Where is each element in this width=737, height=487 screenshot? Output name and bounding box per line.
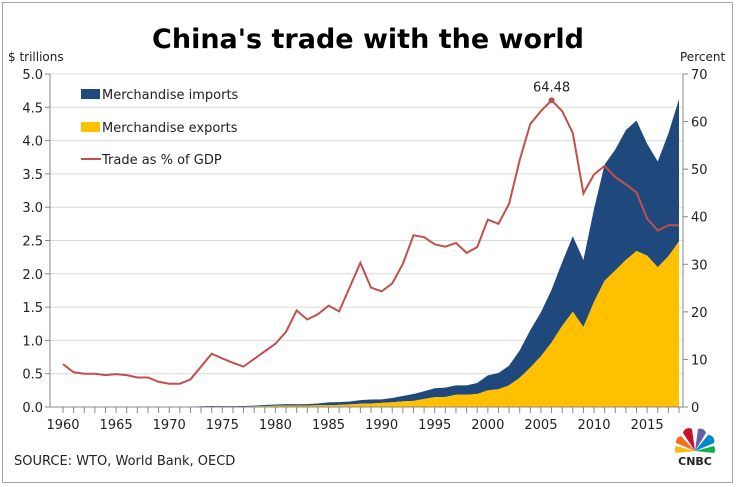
y-axis-label: $ trillions [8, 50, 64, 64]
x-tick-label: 1995 [418, 418, 451, 433]
x-tick-label: 1990 [365, 418, 398, 433]
y-tick-label: 0.5 [22, 368, 43, 383]
cnbc-logo: CNBC [674, 428, 716, 468]
x-tick-label: 1965 [100, 418, 133, 433]
y2-tick-label: 40 [691, 211, 708, 226]
y-tick-label: 3.0 [22, 201, 43, 216]
x-tick-label: 2005 [524, 418, 557, 433]
legend: Merchandise imports Merchandise exports … [81, 88, 239, 168]
y2-tick-label: 50 [691, 163, 708, 178]
legend-swatch-imports [81, 89, 100, 99]
svg-text:CNBC: CNBC [678, 455, 712, 468]
legend-label-exports: Merchandise exports [102, 121, 238, 136]
y-tick-label: 4.0 [22, 135, 43, 150]
peak-label: 64.48 [533, 80, 570, 95]
y-tick-label: 1.5 [22, 301, 43, 316]
legend-label-gdp: Trade as % of GDP [101, 153, 222, 168]
x-tick-label: 2000 [471, 418, 504, 433]
y2-tick-label: 60 [691, 116, 708, 131]
y2-tick-label: 30 [691, 258, 708, 273]
peak-marker [548, 97, 555, 104]
x-tick-label: 1985 [312, 418, 345, 433]
y2-tick-label: 70 [691, 68, 708, 83]
chart-frame [2, 2, 733, 483]
y-tick-label: 5.0 [22, 68, 43, 83]
exports-area [63, 241, 679, 407]
x-tick-label: 2015 [631, 418, 664, 433]
y-tick-label: 2.5 [22, 235, 43, 250]
y-tick-label: 2.0 [22, 268, 43, 283]
x-tick-label: 2010 [577, 418, 610, 433]
y2-axis-label: Percent [680, 50, 725, 64]
y-tick-label: 0.0 [22, 401, 43, 416]
y2-tick-label: 0 [691, 401, 699, 416]
y-tick-label: 1.0 [22, 334, 43, 349]
y-tick-label: 4.5 [22, 101, 43, 116]
x-tick-label: 1980 [259, 418, 292, 433]
x-tick-label: 1960 [46, 418, 79, 433]
x-tick-label: 1975 [206, 418, 239, 433]
source-note: SOURCE: WTO, World Bank, OECD [14, 454, 235, 469]
y-tick-label: 3.5 [22, 168, 43, 183]
y2-tick-label: 10 [691, 353, 708, 368]
legend-swatch-exports [81, 122, 100, 132]
chart-title: China's trade with the world [152, 24, 584, 55]
legend-label-imports: Merchandise imports [102, 88, 239, 103]
y2-tick-label: 20 [691, 306, 708, 321]
x-tick-label: 1970 [153, 418, 186, 433]
